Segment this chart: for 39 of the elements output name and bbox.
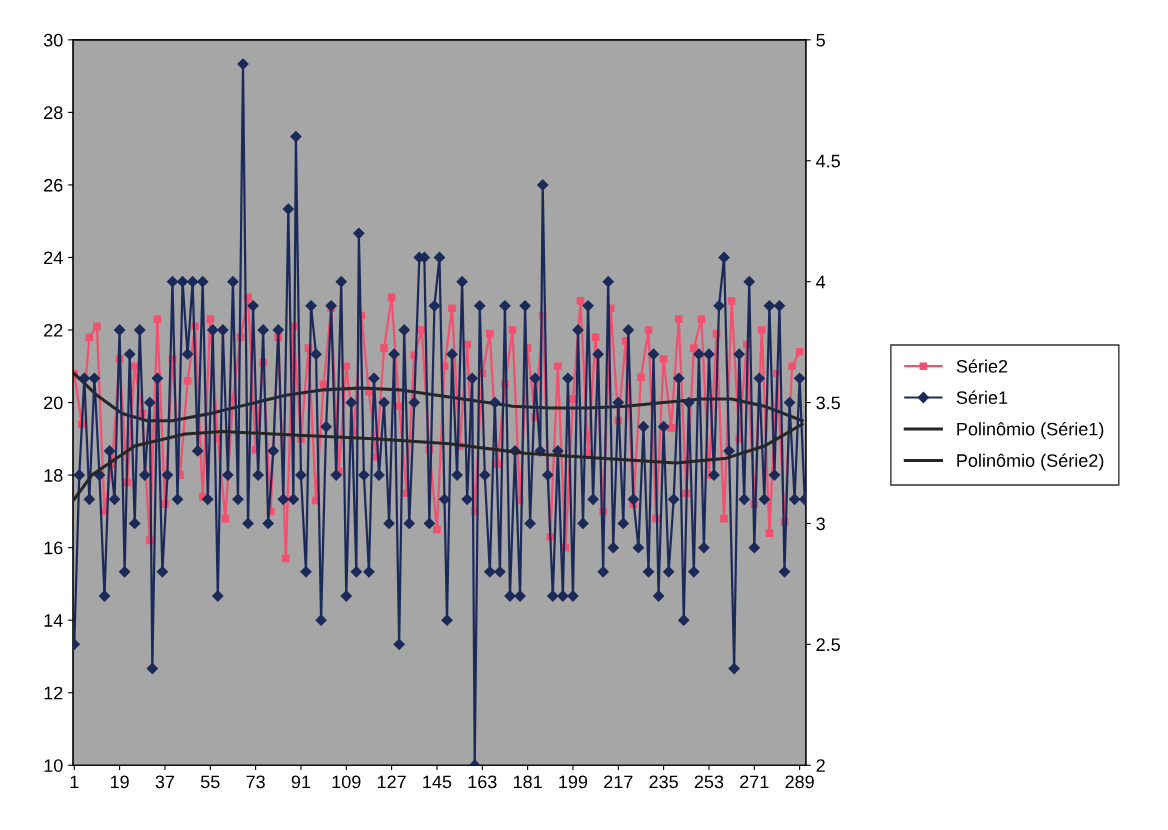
y-tick-label: 28 (44, 106, 63, 120)
y2-tick-label: 3.5 (816, 396, 840, 410)
x-tick-label: 163 (468, 775, 497, 789)
x-tick-label: 145 (423, 775, 452, 789)
y-tick-label: 20 (44, 396, 63, 410)
y-tick-label: 18 (44, 469, 63, 482)
y2-tick-label: 5 (816, 33, 825, 47)
x-tick-label: 91 (291, 775, 311, 789)
x-tick-label: 37 (155, 775, 175, 789)
legend-label: Polinômio (Série2) (957, 453, 1104, 471)
x-tick-label: 217 (604, 775, 633, 789)
y2-tick-label: 2 (816, 759, 825, 772)
legend-label: Série2 (956, 359, 1008, 373)
x-tick-label: 289 (785, 775, 814, 789)
x-tick-label: 271 (740, 775, 769, 789)
legend-label: Série1 (956, 390, 1008, 405)
y-tick-label: 12 (44, 686, 63, 700)
x-tick-label: 109 (332, 775, 361, 789)
y2-tick-label: 2.5 (816, 638, 840, 652)
x-tick-label: 199 (559, 775, 588, 789)
x-tick-label: 127 (377, 775, 406, 789)
x-tick-label: 19 (110, 775, 129, 789)
x-tick-label: 73 (246, 775, 265, 789)
x-tick-label: 235 (649, 775, 678, 789)
y2-tick-label: 3 (816, 517, 825, 531)
y-tick-label: 22 (44, 323, 63, 337)
legend-label: Polinômio (Série1) (957, 422, 1104, 440)
y-tick-label: 14 (44, 614, 63, 627)
y-tick-label: 30 (43, 33, 63, 47)
y-tick-label: 16 (44, 541, 63, 555)
y2-tick-label: 4.5 (816, 154, 840, 168)
y-tick-label: 24 (44, 251, 63, 265)
x-tick-label: 181 (513, 775, 542, 789)
x-tick-label: 1 (70, 775, 79, 789)
x-tick-label: 55 (200, 775, 220, 789)
y2-tick-label: 4 (816, 275, 826, 289)
y-tick-label: 26 (44, 178, 63, 192)
y-tick-label: 10 (44, 759, 63, 772)
x-tick-label: 253 (694, 775, 724, 789)
